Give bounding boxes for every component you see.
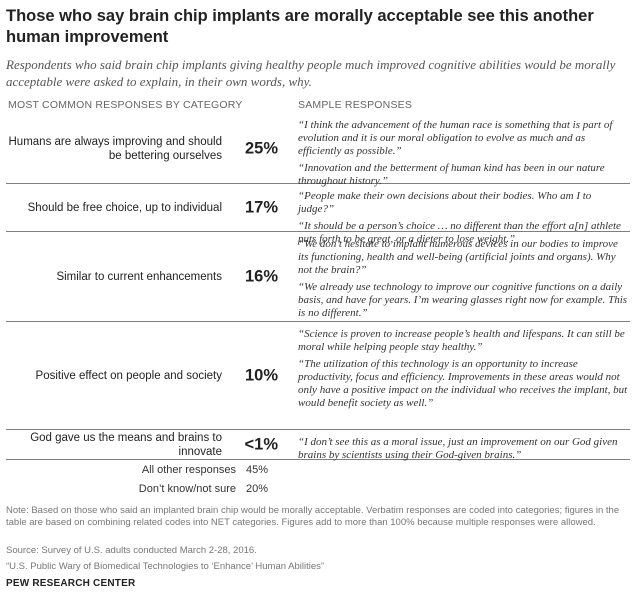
table-row: Positive effect on people and society 10… [6, 322, 630, 430]
sample-quote: “We don’t hesitate to implant numerous d… [298, 238, 618, 276]
row-category: Positive effect on people and society [35, 370, 222, 382]
row-percentage: 10% [244, 366, 278, 385]
sample-quote: “It should be a person’s choice … no dif… [298, 220, 621, 245]
row-quotes: “I don’t see this as a moral issue, just… [298, 436, 628, 466]
row-percentage: 25% [244, 139, 278, 157]
sample-quote: “We already use technology to improve ou… [298, 281, 628, 319]
source-line: Source: Survey of U.S. adults conducted … [6, 545, 257, 556]
table-row: Should be free choice, up to individual … [6, 184, 630, 245]
other-row-dont-know: Don’t know/not sure 20% [6, 480, 306, 500]
row-category: God gave us the means and brains to inno… [30, 432, 222, 458]
table-row: God gave us the means and brains to inno… [6, 430, 630, 461]
other-value: 45% [246, 464, 269, 476]
footnote: Note: Based on those who said an implant… [6, 505, 620, 528]
report-title: “U.S. Public Wary of Biomedical Technolo… [6, 561, 325, 572]
header-sample-responses: SAMPLE RESPONSES [298, 99, 413, 111]
table-row: Humans are always improving and should b… [6, 113, 630, 187]
row-quotes: “People make their own decisions about t… [298, 190, 628, 250]
sample-quote: “Science is proven to increase people’s … [298, 328, 625, 353]
other-label: All other responses [141, 464, 236, 476]
chart-subtitle: Respondents who said brain chip implants… [6, 57, 616, 89]
row-percentage: 17% [244, 198, 278, 217]
row-quotes: “I think the advancement of the human ra… [298, 119, 628, 192]
header-categories: MOST COMMON RESPONSES BY CATEGORY [8, 99, 243, 111]
table-row: Similar to current enhancements 16% “We … [6, 232, 630, 322]
pew-logo-text: PEW RESEARCH CENTER [6, 578, 136, 589]
row-percentage: 16% [244, 267, 278, 286]
row-category: Should be free choice, up to individual [27, 202, 222, 214]
other-row-all-other: All other responses 45% [6, 461, 306, 481]
other-value: 20% [246, 483, 269, 495]
sample-quote: “I think the advancement of the human ra… [298, 119, 613, 157]
sample-quote: “People make their own decisions about t… [298, 190, 592, 215]
row-quotes: “Science is proven to increase people’s … [298, 328, 628, 414]
row-quotes: “We don’t hesitate to implant numerous d… [298, 238, 628, 324]
sample-quote: “Innovation and the betterment of human … [298, 162, 605, 187]
row-percentage: <1% [244, 435, 278, 454]
row-category: Similar to current enhancements [56, 271, 222, 283]
row-category: Humans are always improving and should b… [8, 135, 223, 162]
chart-title: Those who say brain chip implants are mo… [6, 7, 594, 46]
sample-quote: “I don’t see this as a moral issue, just… [298, 436, 618, 461]
other-label: Don’t know/not sure [138, 483, 236, 495]
sample-quote: “The utilization of this technology is a… [298, 358, 628, 409]
